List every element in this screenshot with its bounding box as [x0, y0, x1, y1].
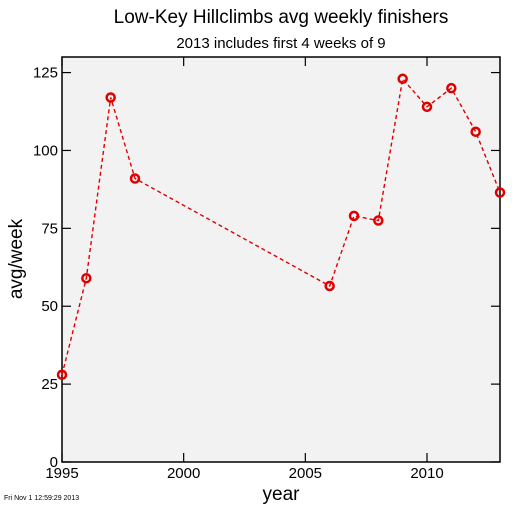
data-point: [56, 369, 68, 381]
y-tick-label: 0: [50, 454, 58, 471]
series-line: [61, 77, 501, 375]
data-point: [421, 101, 433, 113]
footer-timestamp: Fri Nov 1 12:59:29 2013: [4, 495, 79, 502]
x-tick-label: 1995: [45, 465, 78, 482]
data-point: [348, 210, 360, 222]
y-tick-label: 50: [41, 298, 58, 315]
data-point: [81, 272, 92, 284]
x-tick-label: 2005: [289, 465, 322, 482]
data-point: [470, 126, 481, 138]
series-layer: [56, 73, 506, 381]
chart-subtitle: 2013 includes first 4 weeks of 9: [176, 35, 385, 52]
data-point: [105, 92, 116, 103]
data-point: [494, 187, 506, 198]
x-tick-label: 2000: [167, 465, 200, 482]
data-point: [446, 82, 457, 94]
y-axis-label: avg/week: [6, 218, 27, 299]
y-tick-label: 100: [33, 142, 58, 159]
y-tick-label: 125: [33, 65, 58, 82]
axes: 0 25 50 75 100 125 1995 2000 2005 2010: [33, 56, 501, 482]
y-tick-label: 25: [41, 376, 58, 393]
chart-title: Low-Key Hillclimbs avg weekly finishers: [114, 7, 449, 28]
data-point: [129, 173, 141, 184]
data-point: [397, 73, 408, 85]
plot-frame: [61, 56, 501, 463]
y-tick-label: 75: [41, 220, 58, 237]
x-axis-label: year: [263, 484, 301, 505]
data-point: [373, 215, 384, 226]
data-point: [324, 280, 335, 292]
x-tick-label: 2010: [410, 465, 443, 482]
